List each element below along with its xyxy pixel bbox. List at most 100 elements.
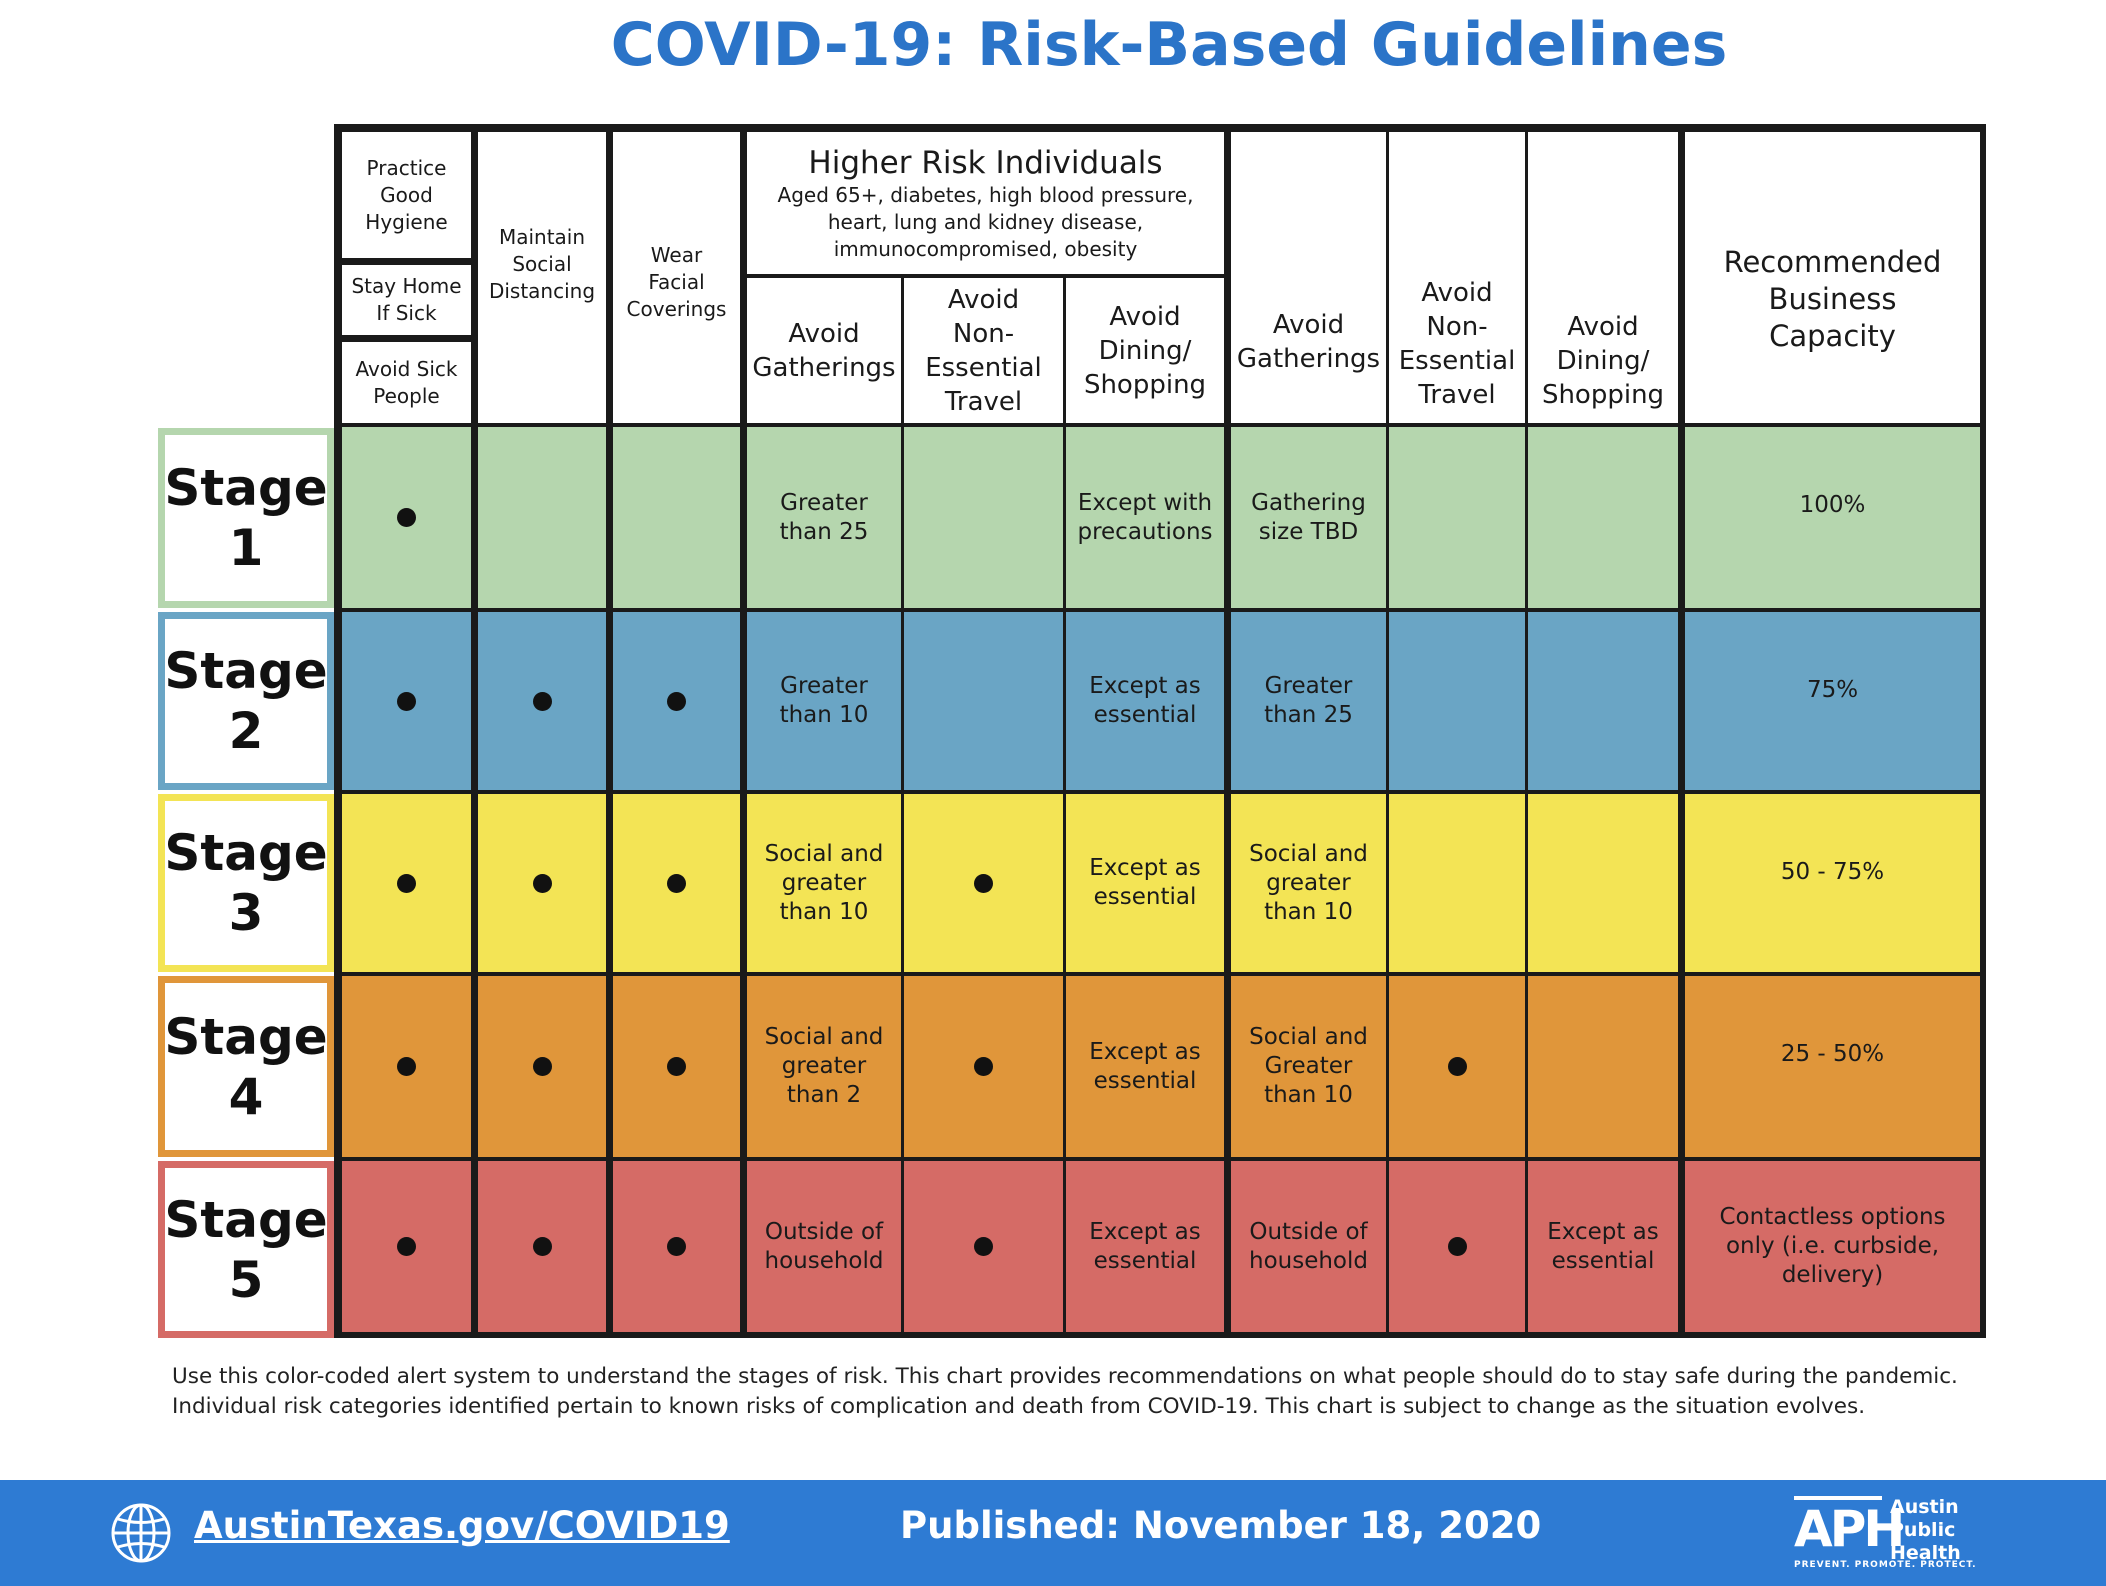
stage-4-label: Stage 4 <box>158 976 334 1157</box>
header-hr-avoid-travel: Avoid Non-Essential Travel <box>904 278 1063 423</box>
stage-1-hr-gatherings-cell: Greater than 25 <box>747 427 901 608</box>
header-higher-risk-title: Higher Risk Individuals <box>808 144 1163 181</box>
stage-3-dining-cell <box>1528 794 1678 972</box>
stage-2-coverings-cell <box>613 612 740 790</box>
stage-1-label: Stage 1 <box>158 428 334 608</box>
check-dot-icon <box>532 691 552 711</box>
stage-5-label: Stage 5 <box>158 1161 334 1338</box>
check-dot-icon <box>532 873 552 893</box>
stage-1-hr-travel-cell <box>904 427 1063 608</box>
stage-3-distancing-cell <box>478 794 606 972</box>
stage-5-hr-gatherings-cell: Outside of household <box>747 1161 901 1332</box>
header-stay-home-label: Stay Home If Sick <box>351 274 462 325</box>
stage-2-hr-gatherings-text: Greater than 10 <box>779 673 869 728</box>
header-avoid-sick: Avoid Sick People <box>342 342 471 423</box>
stage-5-travel-cell <box>1389 1161 1525 1332</box>
stage-2-hr-dining-cell: Except as essential <box>1066 612 1224 790</box>
check-dot-icon <box>667 873 686 893</box>
stage-1-hr-dining-cell: Except with precautions <box>1066 427 1224 608</box>
stage-1-dining-cell <box>1528 427 1678 608</box>
header-facial-coverings-label: Wear Facial Coverings <box>626 243 727 321</box>
check-dot-icon <box>1447 1237 1467 1256</box>
stage-4-capacity-cell: 25 - 50% <box>1685 976 1980 1157</box>
header-hr-avoid-gatherings-label: Avoid Gatherings <box>752 318 896 383</box>
check-dot-icon <box>974 1057 993 1076</box>
published-date: Published: November 18, 2020 <box>900 1504 1542 1547</box>
stage-4-gatherings-cell: Social and Greater than 10 <box>1231 976 1386 1157</box>
stage-2-hr-dining-text: Except as essential <box>1089 673 1201 728</box>
header-hr-avoid-travel-label: Avoid Non-Essential Travel <box>925 284 1042 417</box>
check-dot-icon <box>397 691 416 711</box>
check-dot-icon <box>397 873 416 893</box>
website-link[interactable]: AustinTexas.gov/COVID19 <box>194 1504 730 1547</box>
footer-bar: AustinTexas.gov/COVID19 Published: Novem… <box>0 1480 2106 1586</box>
header-avoid-travel: Avoid Non-Essential Travel <box>1389 132 1525 423</box>
check-dot-icon <box>667 691 686 711</box>
logo-mark: APH <box>1794 1500 1905 1558</box>
stage-2-hr-travel-cell <box>904 612 1063 790</box>
stage-2-dining-cell <box>1528 612 1678 790</box>
stage-4-dining-cell <box>1528 976 1678 1157</box>
stage-1-label-text: Stage 1 <box>164 459 328 577</box>
stage-1-gatherings-cell: Gathering size TBD <box>1231 427 1386 608</box>
stage-4-distancing-cell <box>478 976 606 1157</box>
header-hr-avoid-dining-label: Avoid Dining/ Shopping <box>1083 301 1207 400</box>
header-avoid-sick-label: Avoid Sick People <box>355 356 458 408</box>
header-avoid-dining-label: Avoid Dining/ Shopping <box>1541 312 1665 410</box>
header-business-capacity-label: Recommended Business Capacity <box>1723 245 1942 353</box>
stage-2-capacity-text: 75% <box>1806 677 1859 703</box>
header-avoid-gatherings-label: Avoid Gatherings <box>1236 310 1381 374</box>
header-higher-risk-group: Higher Risk Individuals Aged 65+, diabete… <box>747 132 1224 274</box>
stage-1-gatherings-text: Gathering size TBD <box>1251 489 1366 545</box>
check-dot-icon <box>974 1237 993 1256</box>
stage-1-capacity-text: 100% <box>1799 492 1866 518</box>
stage-3-label-text: Stage 3 <box>164 824 328 942</box>
check-dot-icon <box>667 1237 686 1256</box>
header-avoid-gatherings: Avoid Gatherings <box>1231 132 1386 423</box>
stage-3-hygiene-cell <box>342 794 471 972</box>
logo-line-3: Health <box>1890 1542 1961 1564</box>
stage-5-hr-travel-cell <box>904 1161 1063 1332</box>
stage-3-travel-cell <box>1389 794 1525 972</box>
header-stay-home: Stay Home If Sick <box>342 265 471 335</box>
header-avoid-travel-label: Avoid Non-Essential Travel <box>1398 278 1516 410</box>
check-dot-icon <box>397 1237 416 1256</box>
stage-3-hr-gatherings-cell: Social and greater than 10 <box>747 794 901 972</box>
logo-words: Austin Public Health <box>1890 1496 1961 1565</box>
stage-4-hygiene-cell <box>342 976 471 1157</box>
stage-2-label-text: Stage 2 <box>164 642 328 760</box>
stage-2-travel-cell <box>1389 612 1525 790</box>
header-hr-avoid-gatherings: Avoid Gatherings <box>747 278 901 423</box>
stage-1-capacity-cell: 100% <box>1685 427 1980 608</box>
stage-2-gatherings-cell: Greater than 25 <box>1231 612 1386 790</box>
stage-3-hr-dining-cell: Except as essential <box>1066 794 1224 972</box>
stage-5-label-text: Stage 5 <box>164 1190 328 1309</box>
check-dot-icon <box>532 1057 552 1076</box>
header-business-capacity: Recommended Business Capacity <box>1685 132 1980 423</box>
stage-1-distancing-cell <box>478 427 606 608</box>
stage-3-hr-travel-cell <box>904 794 1063 972</box>
explanatory-note: Use this color-coded alert system to und… <box>172 1362 1992 1422</box>
stage-3-hr-dining-text: Except as essential <box>1089 855 1201 910</box>
stage-2-hygiene-cell <box>342 612 471 790</box>
stage-5-hr-dining-text: Except as essential <box>1089 1218 1201 1274</box>
stage-5-hr-dining-cell: Except as essential <box>1066 1161 1224 1332</box>
stage-4-coverings-cell <box>613 976 740 1157</box>
stage-1-travel-cell <box>1389 427 1525 608</box>
stage-4-capacity-text: 25 - 50% <box>1780 1041 1885 1067</box>
stage-4-hr-dining-cell: Except as essential <box>1066 976 1224 1157</box>
stage-5-dining-cell: Except as essential <box>1528 1161 1678 1332</box>
stage-4-label-text: Stage 4 <box>164 1007 328 1126</box>
check-dot-icon <box>397 508 416 527</box>
logo-tagline: PREVENT. PROMOTE. PROTECT. <box>1794 1560 1977 1570</box>
note-line-2: Individual risk categories identified pe… <box>172 1394 1866 1419</box>
stage-5-distancing-cell <box>478 1161 606 1332</box>
stage-1-hr-gatherings-text: Greater than 25 <box>779 489 869 545</box>
check-dot-icon <box>974 873 993 893</box>
header-avoid-dining: Avoid Dining/ Shopping <box>1528 132 1678 423</box>
stage-5-hygiene-cell <box>342 1161 471 1332</box>
header-practice-hygiene: Practice Good Hygiene <box>342 132 471 258</box>
stage-5-hr-gatherings-text: Outside of household <box>764 1218 884 1274</box>
stage-5-capacity-cell: Contactless options only (i.e. curbside,… <box>1685 1161 1980 1332</box>
globe-icon <box>111 1503 171 1563</box>
